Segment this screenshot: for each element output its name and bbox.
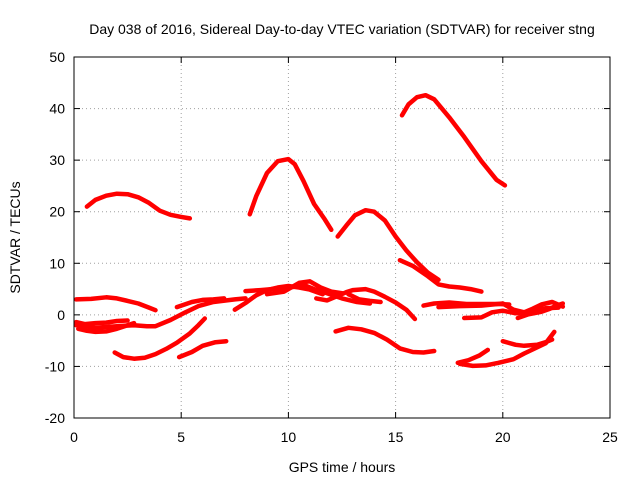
series-arc-3 [335,207,441,283]
series-arc-23 [457,329,557,369]
x-tick-label: 20 [495,429,511,445]
plot-frame [73,56,611,419]
y-tick-label: -20 [45,410,65,426]
series-arc-1 [84,191,193,221]
grid-lines [74,57,610,418]
y-tick-label: 50 [49,49,65,65]
y-tick-label: 20 [49,204,65,220]
x-tick-label: 5 [177,429,185,445]
series-arc-14 [243,282,373,306]
series-arc-9 [76,320,137,335]
series-arc-2 [247,156,334,233]
series-arc-16 [314,286,418,322]
x-tick-label: 10 [281,429,297,445]
series-arc-25 [500,337,555,349]
series-arc-21 [461,299,566,321]
x-tick-label: 0 [70,429,78,445]
series-arc-6 [73,295,158,313]
data-series [73,92,566,369]
series-arc-18 [333,325,437,355]
axis-ticks [73,56,611,419]
series-arc-24 [455,347,491,366]
series-arc-22 [515,301,566,321]
y-tick-label: 10 [49,255,65,271]
series-arc-7 [73,296,248,331]
series-arc-8 [73,318,130,327]
series-arc-10 [112,316,208,361]
y-tick-label: 0 [57,307,65,323]
tick-labels: 0 5 10 15 20 25 -20 -10 0 10 20 30 40 50 [45,49,618,445]
series-arc-15 [264,279,345,297]
series-arc-12 [174,296,227,310]
x-tick-label: 25 [602,429,618,445]
y-tick-label: 40 [49,101,65,117]
series-arc-20 [436,301,561,315]
x-tick-label: 15 [388,429,404,445]
chart-title: Day 038 of 2016, Sidereal Day-to-day VTE… [89,21,595,37]
y-tick-label: 30 [49,152,65,168]
series-arc-11 [176,338,229,360]
series-arc-17 [346,291,383,305]
x-axis-label: GPS time / hours [289,459,396,475]
series-arc-5 [397,257,484,294]
y-tick-label: -10 [45,358,65,374]
series-arc-4 [399,92,508,188]
y-axis-label: SDTVAR / TECUs [7,181,23,293]
